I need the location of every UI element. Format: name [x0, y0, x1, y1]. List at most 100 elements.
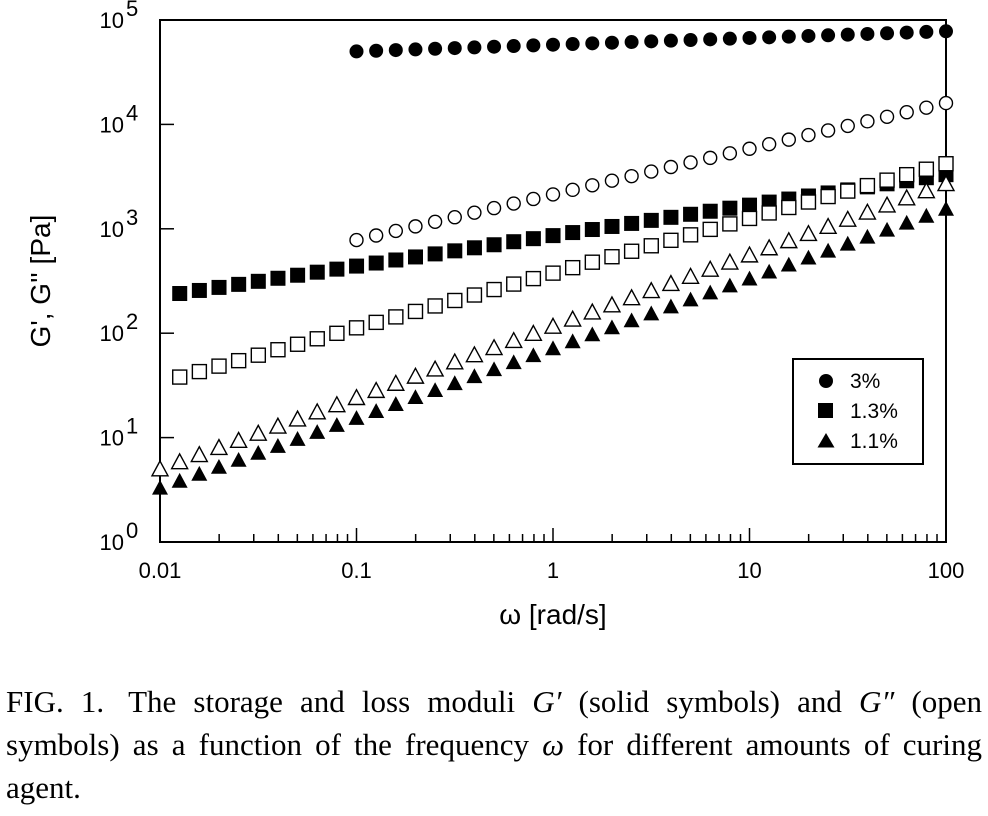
circle-open-point [506, 196, 521, 211]
circle-filled-point [487, 39, 502, 54]
triangle-open-point [602, 295, 622, 313]
square-open-point [564, 259, 581, 276]
circle-open-point [781, 132, 796, 147]
x-tick-label: 100 [928, 558, 965, 583]
triangle-open-point [936, 174, 956, 192]
square-filled-point [172, 286, 188, 302]
triangle-open-point [268, 416, 288, 434]
circle-open-point [683, 155, 698, 170]
circle-open-point [388, 223, 403, 239]
square-filled-point [643, 212, 659, 228]
triangle-filled-point [505, 354, 522, 370]
circle-filled-point [801, 28, 816, 43]
triangle-open-point [543, 316, 563, 334]
caption-g-prime: G′ [532, 684, 562, 719]
triangle-open-point [484, 338, 504, 356]
square-filled-point [584, 222, 600, 238]
circle-filled-point [683, 33, 698, 48]
triangle-open-point [622, 288, 641, 306]
triangle-filled-point [446, 375, 463, 391]
circle-open-point [899, 105, 914, 120]
square-filled-point [270, 270, 286, 286]
triangle-open-point [209, 438, 229, 456]
triangle-filled-point [623, 312, 640, 328]
circle-open-point [349, 232, 364, 248]
triangle-filled-point [702, 284, 719, 300]
square-open-point [348, 320, 365, 336]
square-open-point [761, 205, 777, 221]
triangle-filled-point [859, 228, 876, 244]
circle-open-point [545, 187, 561, 202]
square-filled-point [604, 218, 620, 234]
triangle-filled-point [780, 256, 797, 272]
square-open-point [820, 188, 836, 205]
triangle-open-point [229, 431, 248, 449]
circle-filled-point [369, 43, 384, 58]
square-filled-point [663, 209, 679, 225]
circle-filled-point [388, 43, 403, 58]
triangle-open-point [818, 217, 838, 235]
circle-open-point [879, 109, 895, 124]
triangle-open-point [504, 331, 523, 349]
triangle-open-point [249, 423, 268, 441]
circle-filled-point [604, 35, 619, 50]
circle-open-point [604, 173, 620, 188]
circle-filled-point [939, 24, 953, 39]
square-filled-point [722, 200, 738, 216]
triangle-filled-point [191, 465, 208, 481]
y-tick-label: 10 [100, 321, 124, 346]
square-open-point [899, 166, 915, 183]
circle-filled-point [742, 30, 757, 45]
triangle-open-point [288, 409, 307, 427]
legend-label-1-1: 1.1% [850, 430, 898, 453]
triangle-open-point [642, 281, 661, 299]
square-filled-point [388, 252, 404, 268]
triangle-filled-point [545, 340, 561, 356]
square-open-point [309, 331, 325, 347]
square-filled-point [250, 273, 266, 289]
square-filled-point [702, 203, 718, 219]
triangle-filled-point [584, 326, 601, 342]
square-open-point [584, 254, 601, 270]
circle-filled-point [880, 26, 895, 41]
circle-filled-point [408, 42, 423, 57]
triangle-open-point [563, 309, 582, 327]
circle-open-point [722, 146, 738, 161]
circle-open-point [663, 159, 679, 175]
triangle-open-point [799, 224, 818, 242]
circle-filled-point [781, 29, 796, 44]
circle-filled-point [447, 41, 462, 56]
triangle-open-point [150, 459, 170, 477]
triangle-filled-point [289, 431, 306, 446]
square-open-point [289, 336, 306, 352]
caption-omega: ω [542, 727, 564, 762]
triangle-filled-point [466, 368, 483, 384]
square-filled-point [506, 234, 522, 250]
caption-text-4: for different amounts of curing agent. [6, 727, 982, 805]
triangle-filled-point [348, 410, 365, 425]
square-open-point [800, 194, 817, 210]
triangle-open-point [583, 302, 602, 320]
circle-open-point [427, 214, 443, 230]
square-filled-point [525, 231, 541, 247]
caption-text-2: (solid symbols) and [561, 684, 859, 719]
caption-figure-label: FIG. 1. [6, 684, 105, 719]
circle-open-point [742, 141, 757, 156]
plot-frame [159, 19, 947, 543]
triangle-open-point [877, 195, 897, 213]
square-open-point [722, 216, 738, 232]
y-tick-label: 10 [100, 426, 124, 451]
square-open-point [879, 172, 895, 188]
x-tick-label: 10 [737, 558, 761, 583]
circle-filled-point [506, 39, 521, 54]
y-tick-label-exponent: 1 [126, 414, 138, 439]
circle-open-point [938, 95, 954, 111]
square-filled-point [545, 228, 561, 244]
square-filled-point [683, 206, 699, 222]
square-open-point [525, 270, 542, 287]
square-open-point [447, 292, 463, 309]
square-filled-point [368, 255, 384, 271]
circle-open-point [761, 136, 777, 152]
square-filled-point [486, 237, 502, 253]
legend-marker-triangle [817, 433, 835, 448]
